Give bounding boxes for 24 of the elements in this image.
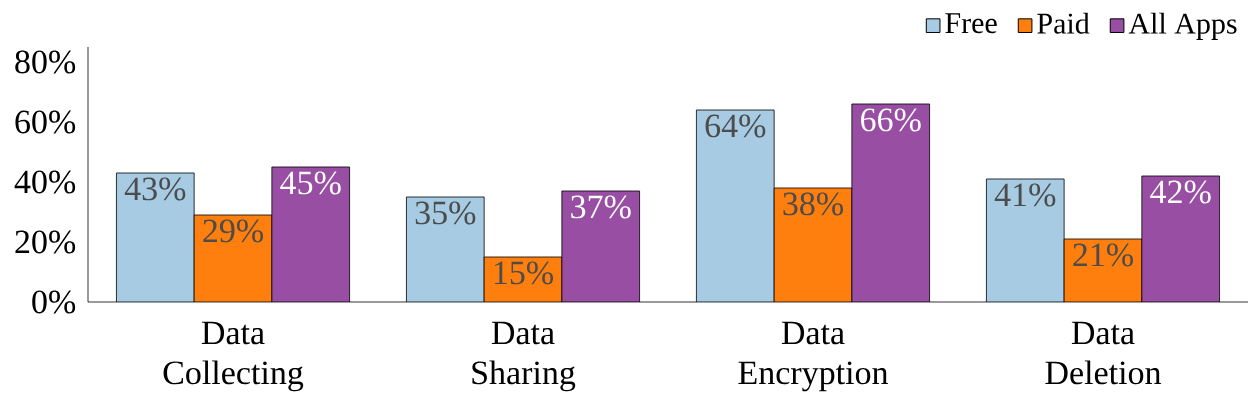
y-tick-label: 40% — [14, 170, 76, 194]
legend-label: Paid — [1037, 12, 1090, 34]
x-tick-label: Data Deletion — [1045, 321, 1162, 385]
x-tick-label: Data Encryption — [738, 321, 889, 392]
y-tick-label: 0% — [32, 290, 76, 314]
y-tick-label: 20% — [15, 230, 76, 254]
legend-label: Free — [945, 13, 997, 34]
data-label: 35% — [415, 201, 476, 225]
x-tick-label: Data Sharing — [472, 321, 576, 392]
data-label: 43% — [124, 177, 186, 201]
y-tick-label: 60% — [15, 110, 76, 134]
y-tick-label: 80% — [15, 50, 76, 74]
data-label: 66% — [861, 108, 921, 132]
data-label: 29% — [203, 219, 264, 243]
x-tick-label: Data Collecting — [163, 321, 304, 392]
data-label: 41% — [994, 183, 1056, 207]
data-label: 37% — [571, 195, 631, 219]
data-label: 64% — [705, 114, 766, 138]
data-label: 42% — [1150, 180, 1211, 204]
data-label: 45% — [280, 171, 341, 195]
legend-label: All Apps — [1128, 12, 1237, 40]
data-label: 38% — [783, 192, 843, 216]
data-label: 21% — [1073, 243, 1133, 267]
data-label: 15% — [494, 261, 554, 285]
